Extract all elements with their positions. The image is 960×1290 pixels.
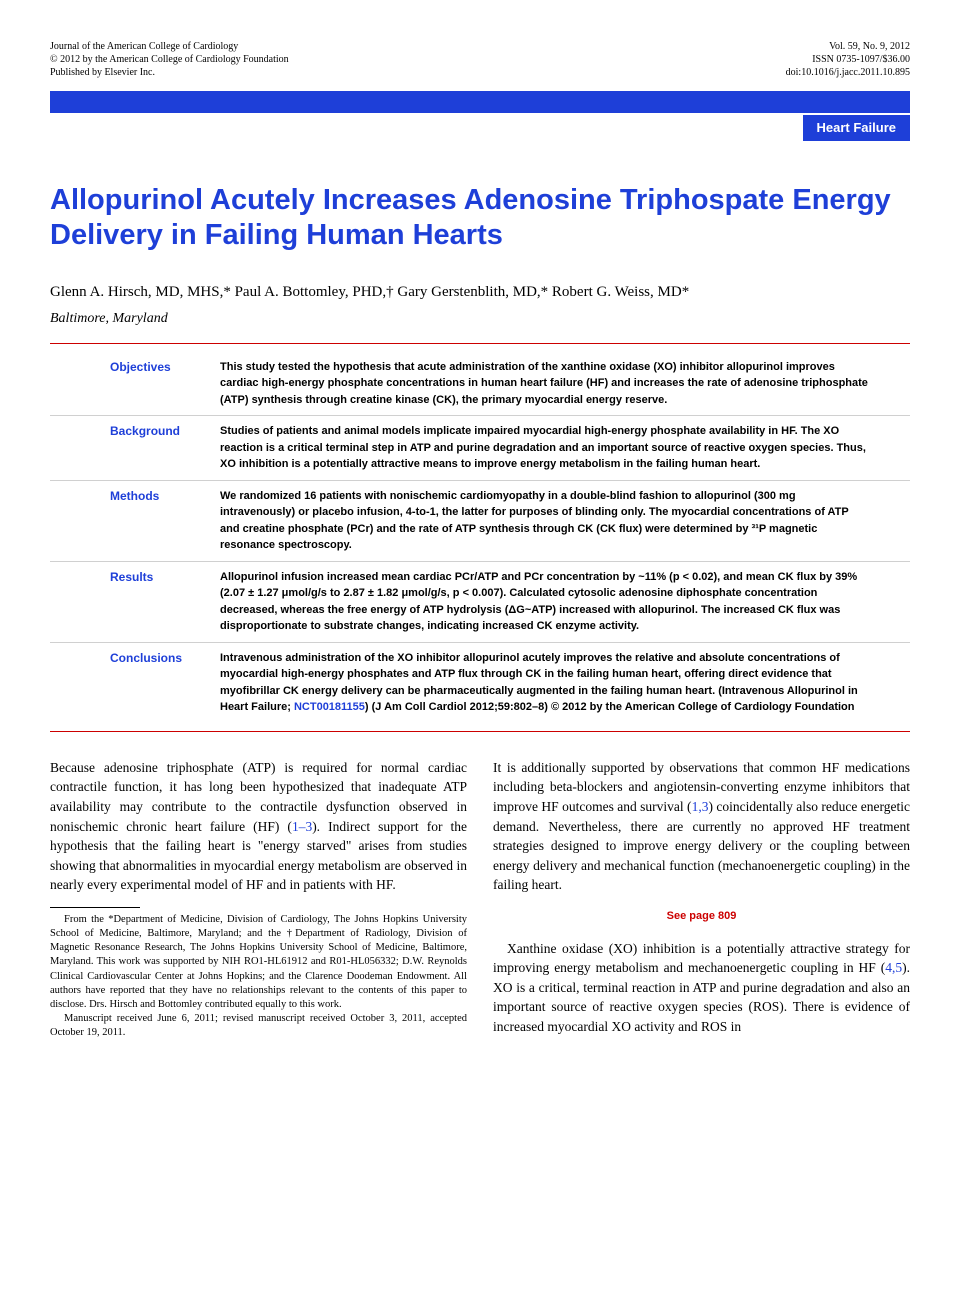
column-left: Because adenosine triphosphate (ATP) is … [50, 758, 467, 1040]
paragraph: Xanthine oxidase (XO) inhibition is a po… [493, 939, 910, 1037]
text: Xanthine oxidase (XO) inhibition is a po… [493, 941, 910, 976]
header-left: Journal of the American College of Cardi… [50, 40, 289, 79]
paragraph: Because adenosine triphosphate (ATP) is … [50, 758, 467, 895]
ref-link[interactable]: 1–3 [292, 819, 312, 834]
ref-link[interactable]: 4,5 [885, 960, 902, 975]
journal-header: Journal of the American College of Cardi… [50, 40, 910, 79]
author-location: Baltimore, Maryland [50, 309, 910, 329]
structured-abstract: Objectives This study tested the hypothe… [50, 343, 910, 732]
copyright: © 2012 by the American College of Cardio… [50, 53, 289, 66]
abstract-row: Objectives This study tested the hypothe… [50, 352, 910, 416]
doi: doi:10.1016/j.jacc.2011.10.895 [786, 66, 910, 79]
abstract-row: Methods We randomized 16 patients with n… [50, 480, 910, 561]
abstract-label: Conclusions [110, 650, 220, 716]
column-right: It is additionally supported by observat… [493, 758, 910, 1040]
footnote-affiliations: From the *Department of Medicine, Divisi… [50, 913, 467, 1012]
footnote-separator [50, 907, 140, 908]
article-title: Allopurinol Acutely Increases Adenosine … [50, 183, 910, 253]
abstract-label: Background [110, 423, 220, 473]
abstract-text: Intravenous administration of the XO inh… [220, 650, 870, 716]
abstract-row: Background Studies of patients and anima… [50, 415, 910, 480]
paragraph: It is additionally supported by observat… [493, 758, 910, 895]
body-text: Because adenosine triphosphate (ATP) is … [50, 758, 910, 1040]
conclusions-post: ) (J Am Coll Cardiol 2012;59:802–8) © 20… [365, 701, 855, 713]
category-label: Heart Failure [803, 115, 910, 141]
divider-bar [50, 91, 910, 113]
abstract-row: Results Allopurinol infusion increased m… [50, 561, 910, 642]
issn: ISSN 0735-1097/$36.00 [786, 53, 910, 66]
abstract-label: Objectives [110, 359, 220, 409]
authors: Glenn A. Hirsch, MD, MHS,* Paul A. Botto… [50, 281, 910, 304]
trial-id-link[interactable]: NCT00181155 [294, 701, 365, 713]
volume-issue: Vol. 59, No. 9, 2012 [786, 40, 910, 53]
see-page-callout: See page 809 [493, 909, 910, 925]
author-footnote: From the *Department of Medicine, Divisi… [50, 913, 467, 1041]
abstract-text: This study tested the hypothesis that ac… [220, 359, 870, 409]
footnote-dates: Manuscript received June 6, 2011; revise… [50, 1012, 467, 1040]
abstract-text: Studies of patients and animal models im… [220, 423, 870, 473]
header-right: Vol. 59, No. 9, 2012 ISSN 0735-1097/$36.… [786, 40, 910, 79]
abstract-text: Allopurinol infusion increased mean card… [220, 569, 870, 635]
ref-link[interactable]: 1,3 [692, 799, 709, 814]
abstract-label: Methods [110, 488, 220, 554]
publisher: Published by Elsevier Inc. [50, 66, 289, 79]
abstract-text: We randomized 16 patients with nonischem… [220, 488, 870, 554]
abstract-row: Conclusions Intravenous administration o… [50, 642, 910, 723]
journal-name: Journal of the American College of Cardi… [50, 40, 289, 53]
abstract-label: Results [110, 569, 220, 635]
